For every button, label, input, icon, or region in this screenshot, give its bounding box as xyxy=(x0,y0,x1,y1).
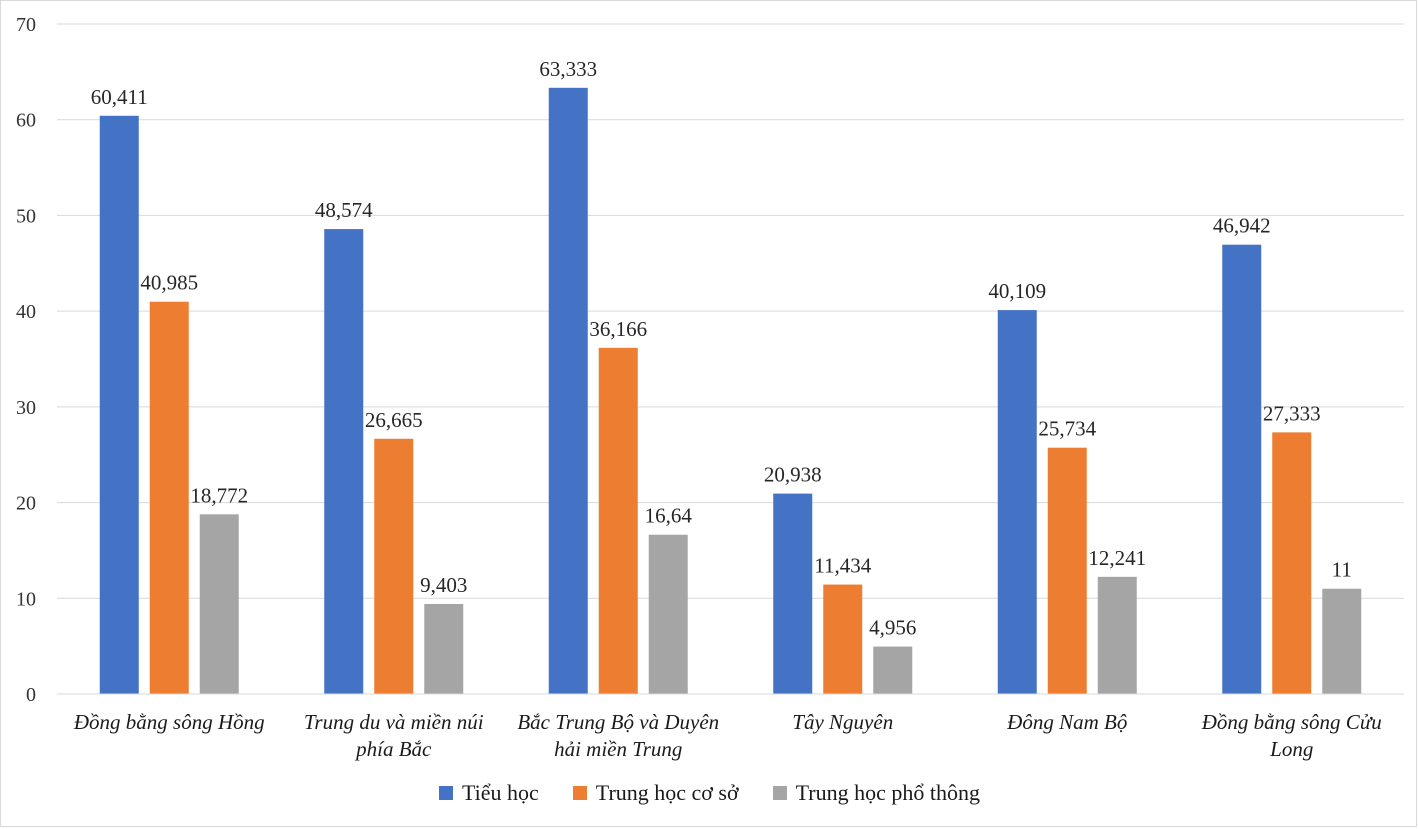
legend-swatch xyxy=(438,786,453,800)
legend-swatch xyxy=(772,786,787,800)
legend-label: Trung học phổ thông xyxy=(795,780,981,805)
bar xyxy=(1272,432,1312,694)
data-label: 40,985 xyxy=(140,271,198,295)
data-label: 16,64 xyxy=(645,504,693,528)
data-label: 48,574 xyxy=(315,198,373,222)
data-label: 27,333 xyxy=(1263,401,1321,425)
bar xyxy=(1222,244,1262,694)
y-tick-label: 50 xyxy=(16,205,36,227)
bar xyxy=(773,493,813,694)
data-label: 12,241 xyxy=(1088,546,1146,570)
data-label: 9,403 xyxy=(420,573,467,597)
data-label: 60,411 xyxy=(91,85,148,109)
data-label: 25,734 xyxy=(1038,417,1096,441)
x-category-label: Trung du và miền núi phía Bắc xyxy=(303,710,484,761)
data-label: 63,333 xyxy=(539,57,597,81)
legend: Tiểu học Trung học cơ sở Trung học phổ thô… xyxy=(0,780,1419,806)
bar xyxy=(1047,447,1087,694)
bar xyxy=(99,115,139,695)
legend-item: Trung học phổ thông xyxy=(772,780,981,806)
x-category-label: Bắc Trung Bộ và Duyên hải miền Trung xyxy=(517,710,720,761)
y-tick-label: 40 xyxy=(16,301,36,323)
bar xyxy=(374,438,414,694)
bar xyxy=(1097,576,1137,694)
data-label: 36,166 xyxy=(589,317,647,341)
legend-item: Trung học cơ sở xyxy=(572,780,739,806)
bar xyxy=(149,301,189,694)
y-tick-label: 20 xyxy=(16,493,36,515)
y-tick-label: 30 xyxy=(16,397,36,419)
data-label: 18,772 xyxy=(190,483,248,507)
bar xyxy=(598,347,638,694)
data-label: 11 xyxy=(1332,558,1352,582)
y-tick-label: 0 xyxy=(26,684,36,706)
bar xyxy=(324,229,364,694)
x-category-label: Tây Nguyên xyxy=(792,710,894,734)
bar xyxy=(199,514,239,694)
bar xyxy=(997,310,1037,694)
bar xyxy=(548,87,588,694)
y-tick-label: 10 xyxy=(16,588,36,610)
data-label: 46,942 xyxy=(1213,214,1271,238)
data-label: 4,956 xyxy=(869,616,916,640)
bar xyxy=(823,584,863,694)
legend-label: Tiểu học xyxy=(461,780,539,805)
data-label: 20,938 xyxy=(764,463,822,487)
bar xyxy=(873,646,913,694)
bar xyxy=(1322,588,1362,694)
y-tick-label: 70 xyxy=(16,14,36,36)
legend-item: Tiểu học xyxy=(438,780,539,806)
data-label: 40,109 xyxy=(988,279,1046,303)
data-label: 26,665 xyxy=(365,408,423,432)
x-category-label: Đồng bằng sông Cửu Long xyxy=(1201,710,1382,761)
y-tick-label: 60 xyxy=(16,110,36,132)
data-label: 11,434 xyxy=(814,554,871,578)
legend-label: Trung học cơ sở xyxy=(595,780,739,805)
legend-swatch xyxy=(572,786,587,800)
x-category-label: Đồng bằng sông Hồng xyxy=(73,710,265,734)
bar xyxy=(424,603,464,694)
x-category-label: Đông Nam Bộ xyxy=(1007,710,1128,734)
bar xyxy=(648,534,688,694)
